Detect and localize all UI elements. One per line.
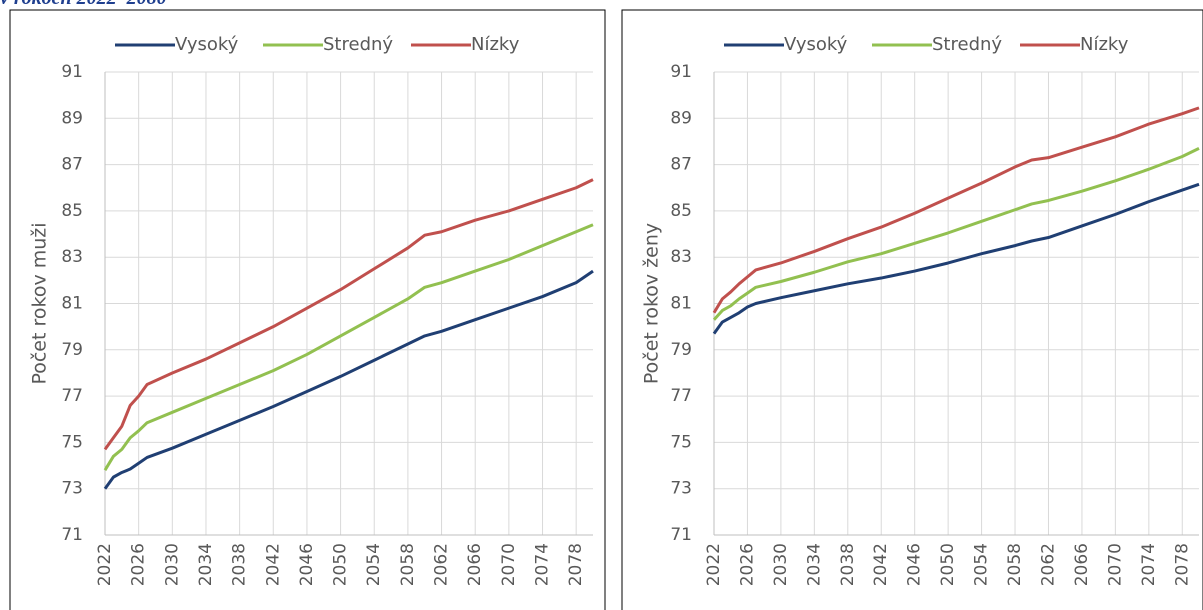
y-tick-label: 77 [670,386,692,406]
x-tick-label: 2030 [771,543,791,586]
legend-label: Nízky [1080,34,1129,55]
y-tick-label: 81 [61,294,83,314]
y-tick-label: 75 [61,432,83,452]
series-line [712,147,1200,321]
y-tick-label: 73 [61,479,83,499]
legend-label: Vysoký [784,34,848,55]
y-tick-label: 77 [61,386,83,406]
x-tick-label: 2054 [972,543,992,586]
y-tick-label: 89 [670,108,692,128]
legend-label: Stredný [932,34,1002,55]
y-tick-label: 75 [670,432,692,452]
x-tick-label: 2042 [871,543,891,586]
panel-frame [621,9,1203,610]
y-tick-label: 71 [670,525,692,545]
x-tick-label: 2074 [533,543,553,586]
y-tick-label: 83 [61,247,83,267]
x-tick-label: 2026 [129,543,149,586]
y-axis-label: Počet rokov ženy [641,223,663,384]
legend-label: Stredný [323,34,393,55]
series-line [712,182,1200,335]
y-tick-label: 73 [670,479,692,499]
y-tick-label: 85 [670,201,692,221]
x-tick-label: 2046 [297,543,317,586]
y-tick-label: 91 [670,62,692,82]
series-line [103,178,594,451]
x-tick-label: 2042 [263,543,283,586]
panel-frame [9,9,606,610]
x-tick-label: 2022 [95,543,115,586]
series-line [712,106,1200,314]
x-tick-label: 2066 [465,543,485,586]
y-tick-label: 85 [61,201,83,221]
caption: v rokoch 2022–2080 [0,0,167,9]
x-tick-label: 2034 [804,543,824,586]
y-tick-label: 79 [670,340,692,360]
x-tick-label: 2078 [1172,543,1192,586]
x-tick-label: 2054 [364,543,384,586]
x-tick-label: 2050 [938,543,958,586]
x-tick-label: 2030 [162,543,182,586]
x-tick-label: 2034 [196,543,216,586]
x-tick-label: 2026 [737,543,757,586]
series-line [103,269,594,490]
x-tick-label: 2062 [1038,543,1058,586]
x-tick-label: 2066 [1072,543,1092,586]
x-tick-label: 2046 [905,543,925,586]
x-tick-label: 2050 [331,543,351,586]
y-tick-label: 81 [670,294,692,314]
x-tick-label: 2074 [1139,543,1159,586]
y-tick-label: 71 [61,525,83,545]
y-axis-label: Počet rokov muži [29,222,51,384]
y-tick-label: 87 [670,155,692,175]
x-tick-label: 2070 [499,543,519,586]
y-tick-label: 91 [61,62,83,82]
x-tick-label: 2022 [704,543,724,586]
x-tick-label: 2062 [432,543,452,586]
y-tick-label: 87 [61,155,83,175]
x-tick-label: 2038 [838,543,858,586]
x-tick-label: 2078 [566,543,586,586]
legend-label: Vysoký [175,34,239,55]
y-tick-label: 89 [61,108,83,128]
x-tick-label: 2058 [398,543,418,586]
x-tick-label: 2038 [230,543,250,586]
x-tick-label: 2058 [1005,543,1025,586]
y-tick-label: 79 [61,340,83,360]
y-tick-label: 83 [670,247,692,267]
x-tick-label: 2070 [1105,543,1125,586]
legend-label: Nízky [471,34,520,55]
series-line [103,223,594,471]
